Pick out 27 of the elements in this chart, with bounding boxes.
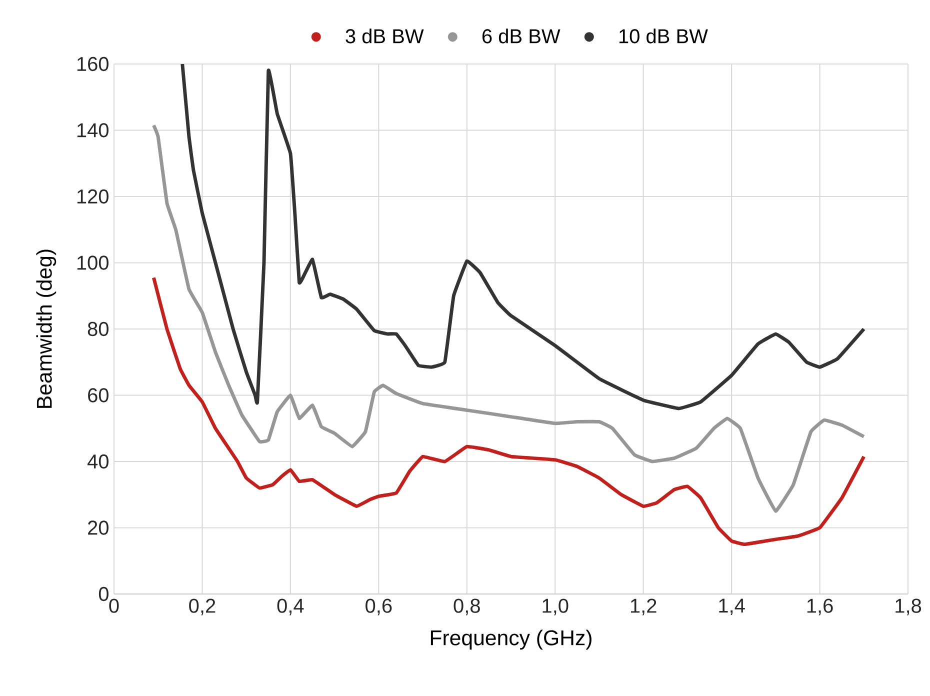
y-tick-label: 160 bbox=[77, 56, 108, 72]
legend-label: 10 dB BW bbox=[619, 28, 708, 44]
x-tick-label: 1,0 bbox=[542, 598, 568, 616]
y-tick-label: 20 bbox=[88, 520, 108, 535]
x-tick-label: 1,8 bbox=[896, 598, 922, 616]
x-tick-label: 0 bbox=[109, 598, 119, 613]
line-series bbox=[152, 276, 866, 546]
y-tick-label: 80 bbox=[88, 322, 108, 336]
x-tick-label: 0,4 bbox=[277, 598, 304, 616]
x-tick-label: 0,2 bbox=[189, 598, 216, 616]
line-series bbox=[180, 64, 866, 410]
x-tick-label: 1,2 bbox=[630, 598, 656, 616]
x-tick-label: 0,8 bbox=[454, 598, 480, 616]
y-tick-label: 60 bbox=[88, 388, 108, 402]
y-tick-label: 140 bbox=[77, 123, 108, 138]
y-tick-label: 100 bbox=[77, 256, 108, 270]
x-tick-label: 0,6 bbox=[366, 598, 392, 616]
x-axis-title: Frequency (GHz) bbox=[430, 630, 592, 650]
y-tick-label: 0 bbox=[98, 586, 108, 602]
x-tick-label: 1,6 bbox=[807, 598, 833, 616]
y-axis-title: Beamwidth (deg) bbox=[36, 250, 56, 408]
line-series bbox=[152, 124, 866, 513]
legend-label: 6 dB BW bbox=[482, 28, 560, 44]
y-tick-label: 40 bbox=[88, 454, 108, 469]
x-tick-label: 1,4 bbox=[719, 598, 745, 616]
legend-label: 3 dB BW bbox=[346, 28, 424, 44]
y-tick-label: 120 bbox=[77, 189, 108, 204]
